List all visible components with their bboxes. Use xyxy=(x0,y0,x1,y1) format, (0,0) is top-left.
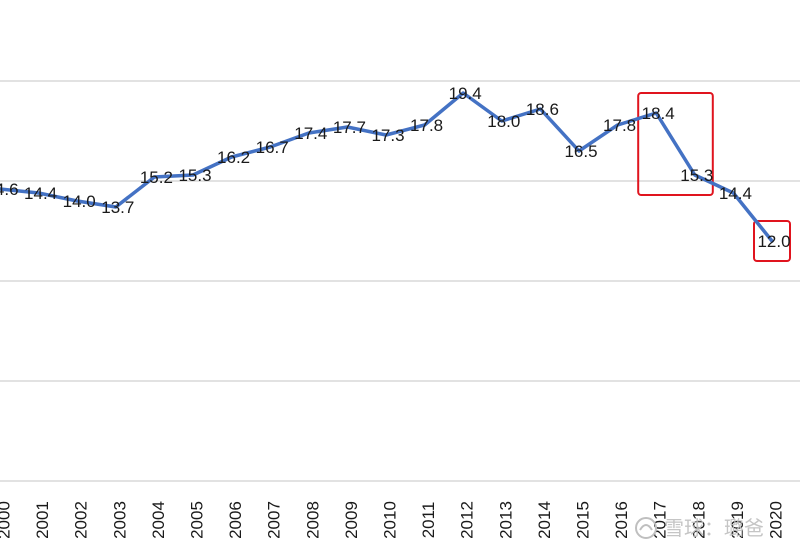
data-point-2010 xyxy=(384,133,388,137)
data-label-2019: 14.4 xyxy=(719,184,752,203)
tick-label-2016: 2016 xyxy=(612,501,631,539)
data-point-2004 xyxy=(152,175,156,179)
data-point-2017 xyxy=(654,111,658,115)
data-label-2012: 19.4 xyxy=(449,84,482,103)
data-label-2011: 17.8 xyxy=(410,116,443,135)
x-axis-tick-labels: 2000 2001 2002 2003 2004 2005 2006 2007 2008 2009… xyxy=(0,501,786,539)
data-label-2010: 17.3 xyxy=(371,126,404,145)
tick-label-2020: 2020 xyxy=(767,501,786,539)
data-label-2014: 18.6 xyxy=(526,100,559,119)
data-label-2000: 14.6 xyxy=(0,180,19,199)
tick-label-2006: 2006 xyxy=(226,501,245,539)
tick-label-2010: 2010 xyxy=(381,501,400,539)
data-label-2018: 15.3 xyxy=(680,166,713,185)
data-label-2001: 14.4 xyxy=(24,184,57,203)
data-label-2016: 17.8 xyxy=(603,116,636,135)
data-label-2009: 17.7 xyxy=(333,118,366,137)
data-label-2008: 17.4 xyxy=(294,124,327,143)
tick-label-2019: 2019 xyxy=(728,501,747,539)
tick-label-2013: 2013 xyxy=(496,501,515,539)
data-label-2002: 14.0 xyxy=(63,192,96,211)
tick-label-2003: 2003 xyxy=(110,501,129,539)
data-point-2000 xyxy=(0,187,2,191)
data-point-2020 xyxy=(770,239,774,243)
data-point-2011 xyxy=(423,123,427,127)
gridlines xyxy=(0,80,800,482)
data-point-2002 xyxy=(75,199,79,203)
data-label-2006: 16.2 xyxy=(217,148,250,167)
highlight-boxes xyxy=(637,92,791,262)
tick-label-2014: 2014 xyxy=(535,501,554,539)
tick-label-2007: 2007 xyxy=(265,501,284,539)
data-point-2001 xyxy=(37,191,41,195)
data-labels: 14.6 14.4 14.0 13.7 15.2 15.3 16.2 16.7 17.4 17.7… xyxy=(0,84,791,251)
series-line xyxy=(0,91,774,243)
tick-label-2012: 2012 xyxy=(458,501,477,539)
data-point-2013 xyxy=(500,119,504,123)
data-point-2018 xyxy=(693,173,697,177)
data-label-2017: 18.4 xyxy=(642,104,675,123)
highlight-box-1 xyxy=(753,220,791,262)
data-point-2009 xyxy=(345,125,349,129)
data-point-2012 xyxy=(461,91,465,95)
tick-label-2011: 2011 xyxy=(419,502,438,539)
data-point-2005 xyxy=(191,173,195,177)
data-point-2006 xyxy=(230,155,234,159)
snowball-logo-icon xyxy=(635,517,657,539)
data-point-2003 xyxy=(114,205,118,209)
tick-label-2002: 2002 xyxy=(72,501,91,539)
data-point-2019 xyxy=(731,191,735,195)
tick-label-2000: 2000 xyxy=(0,501,14,539)
data-point-2015 xyxy=(577,149,581,153)
tick-label-2004: 2004 xyxy=(149,501,168,539)
watermark: 雪球：璐爸 xyxy=(635,516,764,540)
data-point-2014 xyxy=(538,107,542,111)
watermark-text: 雪球：璐爸 xyxy=(664,516,764,540)
tick-label-2008: 2008 xyxy=(303,501,322,539)
data-label-2013: 18.0 xyxy=(487,112,520,131)
highlight-box-0 xyxy=(637,92,714,196)
tick-label-2001: 2001 xyxy=(33,501,52,539)
tick-label-2005: 2005 xyxy=(188,501,207,539)
tick-label-2009: 2009 xyxy=(342,501,361,539)
data-point-2016 xyxy=(616,123,620,127)
data-point-2007 xyxy=(268,145,272,149)
data-point-2008 xyxy=(307,131,311,135)
data-label-2003: 13.7 xyxy=(101,198,134,217)
data-label-2007: 16.7 xyxy=(256,138,289,157)
data-label-2020: 12.0 xyxy=(757,232,790,251)
tick-label-2018: 2018 xyxy=(689,501,708,539)
data-label-2005: 15.3 xyxy=(178,166,211,185)
tick-label-2015: 2015 xyxy=(574,501,593,539)
data-label-2004: 15.2 xyxy=(140,168,173,187)
data-label-2015: 16.5 xyxy=(564,142,597,161)
